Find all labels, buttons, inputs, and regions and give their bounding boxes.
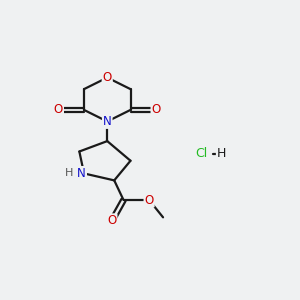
Text: Cl: Cl xyxy=(195,147,208,160)
Text: O: O xyxy=(107,214,116,227)
Text: N: N xyxy=(103,115,112,128)
Text: O: O xyxy=(54,103,63,116)
Text: O: O xyxy=(152,103,161,116)
Text: O: O xyxy=(145,194,154,206)
Text: H: H xyxy=(217,147,226,160)
Text: N: N xyxy=(77,167,86,180)
Text: H: H xyxy=(65,168,73,178)
Text: O: O xyxy=(103,71,112,84)
